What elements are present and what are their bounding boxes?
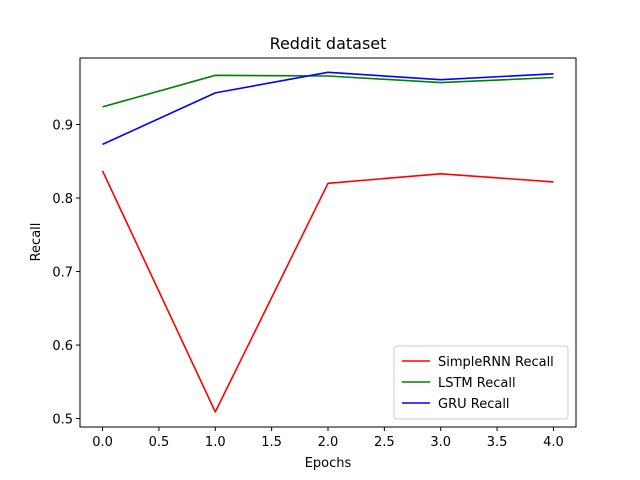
x-tick-label: 1.5 [261, 435, 282, 450]
y-tick-label: 0.5 [52, 413, 73, 428]
legend: SimpleRNN Recall LSTM Recall GRU Recall [393, 345, 569, 420]
x-tick-label: 0.5 [149, 435, 170, 450]
x-tick-label: 2.5 [374, 435, 395, 450]
legend-label: SimpleRNN Recall [438, 355, 554, 370]
y-tick-label: 0.8 [52, 192, 73, 207]
y-axis: 0.5 0.6 0.7 0.8 0.9 [52, 119, 80, 428]
series-line-1 [102, 74, 554, 108]
legend-label: LSTM Recall [438, 376, 516, 391]
x-axis-title: Epochs [305, 456, 352, 471]
x-tick-label: 3.5 [487, 435, 508, 450]
chart-title: Reddit dataset [270, 34, 387, 53]
series-line-2 [102, 71, 554, 146]
legend-label: GRU Recall [438, 397, 510, 412]
x-tick-label: 2.0 [318, 435, 339, 450]
legend-box [393, 345, 569, 420]
x-axis: 0.0 0.5 1.0 1.5 2.0 2.5 3.0 3.5 4.0 [92, 427, 564, 450]
y-axis-title: Recall [29, 223, 44, 262]
x-tick-label: 3.0 [430, 435, 451, 450]
y-tick-label: 0.9 [52, 119, 73, 134]
x-tick-label: 4.0 [543, 435, 564, 450]
x-tick-label: 0.0 [92, 435, 113, 450]
y-tick-label: 0.6 [52, 339, 73, 354]
y-tick-label: 0.7 [52, 266, 73, 281]
x-tick-label: 1.0 [205, 435, 226, 450]
series-layer [101, 71, 554, 413]
series-line-0 [101, 170, 554, 413]
